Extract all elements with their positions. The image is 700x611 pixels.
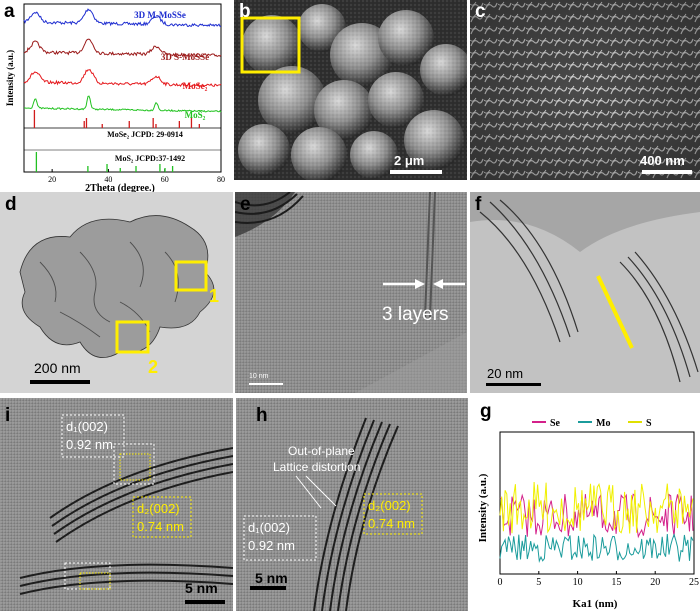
linescan-x-tick-label: 5 (536, 577, 541, 588)
h-distortion-line1: Out-of-plane (288, 444, 355, 458)
scale-bar-h: 5 nm (255, 570, 288, 586)
xrd-series-line (23, 8, 222, 28)
panel-label-d: d (5, 194, 17, 215)
i-d2-value: 0.74 nm (137, 519, 184, 534)
linescan-legend: Se Mo S (532, 418, 652, 429)
scale-bar-f: 20 nm (487, 366, 524, 381)
linescan-series-line (499, 533, 694, 563)
xrd-ref-label-mos2: MoS₂ JCPD:37-1492 (115, 154, 185, 163)
i-d2-label: d₂(002) (137, 501, 180, 516)
three-layers-label: 3 layers (382, 304, 449, 325)
scale-bar-b: 2 μm (394, 153, 425, 168)
tem-sheet-picture (470, 192, 700, 393)
xrd-plot-frame (23, 3, 222, 173)
xrd-series-line (23, 38, 222, 58)
i-d1-label: d₁(002) (66, 419, 108, 434)
panel-b-sem-image: b 2 μm (234, 0, 467, 180)
panel-label-i: i (5, 405, 11, 426)
panel-h-hrtem-image: h Out-of-plane Lattice distortion d₁(002… (236, 398, 468, 611)
xrd-x-tick-label: 40 (104, 175, 112, 184)
xrd-series-label-mos2: MoS₂ (185, 110, 206, 120)
scale-bar-e: 10 nm (249, 373, 269, 380)
hrtem-layers-picture (235, 192, 467, 393)
xrd-ref-label-mose2: MoSe₂ JCPD: 29-0914 (107, 130, 183, 139)
linescan-plot-frame (499, 431, 695, 575)
linescan-x-tick-label: 0 (498, 577, 503, 588)
legend-label-mo: Mo (596, 418, 610, 429)
panel-label-b: b (239, 1, 251, 22)
hrtem-fringes-picture-i (0, 398, 233, 611)
panel-label-g: g (480, 401, 492, 422)
panel-f-tem-image: f 20 nm (470, 192, 700, 393)
panel-label-c: c (475, 1, 486, 22)
h-distortion-line2: Lattice distortion (273, 460, 361, 474)
xrd-x-axis-label: 2Theta (degree.) (85, 183, 155, 194)
xrd-series-label-m-mossse: 3D M-MoSSe (134, 10, 186, 20)
tem-overview-picture (0, 192, 233, 393)
sem-microsphere-picture (234, 0, 467, 180)
xrd-series-label-s-mossse: 3D S-MoSSe (161, 52, 209, 62)
linescan-series-line (499, 481, 694, 534)
panel-i-hrtem-image: i d₁(002) 0.92 nm d₂(002) 0.74 nm 5 nm (0, 398, 233, 611)
xrd-series-line (23, 95, 222, 113)
scale-bar-d: 200 nm (34, 360, 81, 376)
sem-nanosheet-picture (470, 0, 700, 180)
linescan-y-axis-label: Intensity (a.u.) (477, 473, 489, 542)
xrd-x-tick-label: 20 (48, 175, 56, 184)
panel-a-xrd-chart: a 20 40 60 80 2Theta (degree.) Intensity (a… (0, 0, 232, 196)
panel-e-hrtem-image: e 3 layers 10 nm (235, 192, 467, 393)
linescan-x-tick-label: 20 (650, 577, 660, 588)
legend-label-s: S (646, 418, 652, 429)
panel-label-h: h (256, 405, 268, 426)
xrd-x-tick-label: 60 (161, 175, 169, 184)
legend-label-se: Se (550, 418, 561, 429)
xrd-chart-svg: 20 40 60 80 2Theta (degree.) Intensity (a.u… (5, 3, 225, 194)
panel-label-e: e (240, 194, 251, 215)
h-d2-value: 0.74 nm (368, 516, 415, 531)
scale-bar-i: 5 nm (185, 580, 218, 596)
panel-label-a: a (4, 1, 15, 22)
xrd-x-tick-label: 80 (217, 175, 225, 184)
linescan-x-tick-label: 25 (689, 577, 699, 588)
linescan-x-axis-label: Ka1 (nm) (573, 598, 618, 610)
linescan-x-tick-label: 15 (611, 577, 621, 588)
i-d1-value: 0.92 nm (66, 437, 113, 452)
panel-c-sem-image: c 400 nm (470, 0, 700, 180)
h-d2-label: d₂(002) (368, 498, 411, 513)
panel-label-f: f (475, 194, 482, 215)
linescan-chart-svg: 0 5 10 15 20 25 Ka1 (nm) Intensity (a.u.) Se … (477, 418, 699, 610)
region-label-2: 2 (148, 357, 159, 377)
hrtem-fringes-picture-h (236, 398, 468, 611)
xrd-series-line (23, 68, 222, 88)
panel-d-tem-image: d 1 2 200 nm (0, 192, 233, 393)
panel-g-linescan-chart: g 0 5 10 15 20 25 Ka1 (nm) Intensity (a.u.) S… (470, 398, 700, 611)
linescan-x-tick-label: 10 (573, 577, 583, 588)
h-d1-label: d₁(002) (248, 520, 290, 535)
h-d1-value: 0.92 nm (248, 538, 295, 553)
xrd-y-axis-label: Intensity (a.u.) (5, 50, 15, 106)
xrd-series-label-mose2: MoSe₂ (183, 81, 208, 91)
region-label-1: 1 (209, 286, 220, 306)
scale-bar-c: 400 nm (640, 153, 685, 168)
